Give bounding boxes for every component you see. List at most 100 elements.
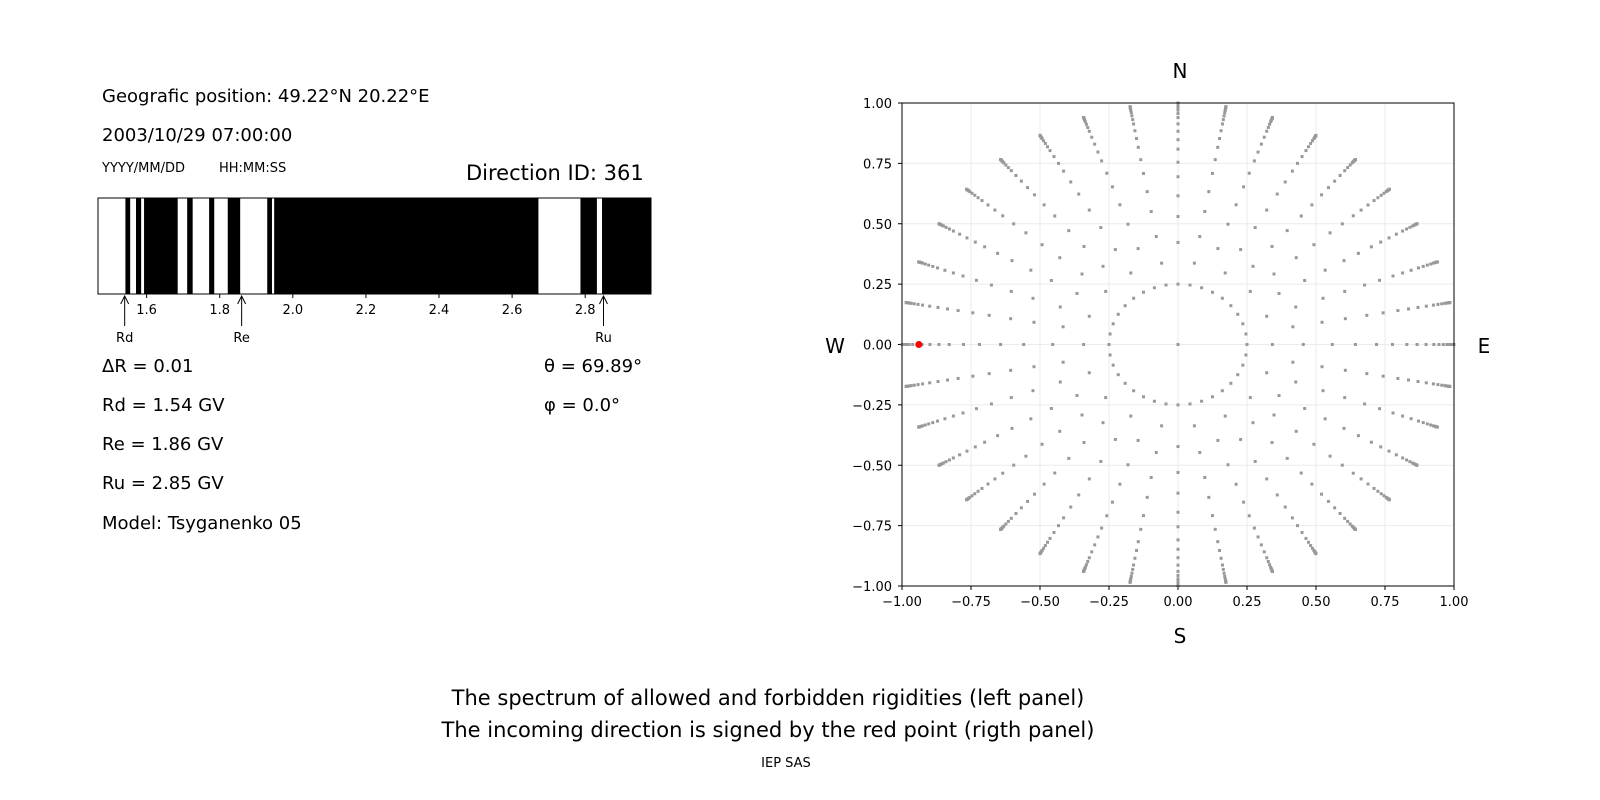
geographic-position: Geografic position: 49.22°N 20.22°E (102, 86, 430, 107)
direction-point (1252, 526, 1256, 530)
direction-point (1343, 169, 1347, 173)
direction-point (1219, 129, 1223, 133)
direction-point (1394, 453, 1398, 457)
direction-point (947, 343, 951, 346)
direction-point (1241, 322, 1245, 326)
direction-point (1431, 303, 1435, 307)
direction-point (1113, 248, 1117, 252)
direction-point (1405, 343, 1409, 346)
direction-point (1436, 302, 1440, 306)
direction-point (1108, 332, 1112, 336)
direction-point (1040, 243, 1044, 247)
direction-point (1048, 536, 1052, 540)
direction-point (1435, 425, 1439, 429)
direction-point (965, 187, 969, 191)
direction-point (1445, 343, 1449, 346)
direction-point (1223, 574, 1227, 578)
direction-point (911, 343, 915, 346)
direction-point (1431, 382, 1435, 386)
direction-point (1244, 332, 1248, 336)
direction-point (1126, 222, 1130, 226)
direction-point (927, 422, 931, 426)
direction-point (1381, 374, 1385, 378)
direction-point (1425, 263, 1429, 267)
direction-point (1067, 229, 1071, 233)
direction-point (999, 527, 1003, 531)
direction-point (931, 264, 935, 268)
x-tick-label: 1.8 (209, 303, 230, 318)
direction-point (965, 236, 969, 240)
direction-point (1277, 291, 1281, 295)
direction-point (973, 240, 977, 244)
direction-point (1134, 548, 1138, 552)
direction-point (1379, 193, 1383, 197)
direction-point (1294, 429, 1298, 433)
direction-point (1424, 381, 1428, 385)
direction-point (1012, 222, 1016, 226)
direction-point (958, 453, 962, 457)
direction-point (1376, 489, 1380, 493)
direction-point (1321, 389, 1325, 393)
direction-point (1010, 426, 1014, 430)
direction-point (1448, 343, 1452, 346)
direction-point (1213, 158, 1217, 162)
direction-point (1248, 396, 1252, 400)
forbidden-band (187, 198, 193, 294)
direction-point (1022, 343, 1026, 346)
direction-point (928, 304, 932, 308)
direction-point (1236, 312, 1240, 316)
direction-point (1026, 499, 1030, 503)
direction-point (1077, 493, 1081, 497)
direction-point (1032, 365, 1036, 369)
direction-south: S (1174, 624, 1187, 648)
direction-point (1176, 569, 1180, 573)
direction-point (1152, 399, 1156, 403)
y-tick-label: −0.50 (852, 459, 892, 474)
direction-point (1087, 314, 1091, 318)
direction-point (1256, 535, 1260, 539)
direction-point (996, 251, 1000, 255)
scatter-frame (901, 102, 1455, 587)
direction-point (1265, 314, 1269, 318)
direction-point (1328, 231, 1332, 235)
direction-point (1176, 160, 1180, 164)
direction-point (1290, 169, 1294, 173)
direction-point (1268, 563, 1272, 567)
direction-point (1369, 440, 1373, 444)
direction-point (1351, 214, 1355, 218)
direction-point (1338, 173, 1342, 177)
direction-point (1262, 550, 1266, 554)
direction-point (1266, 125, 1270, 129)
direction-point (1405, 458, 1409, 462)
direction-point (928, 343, 932, 346)
direction-point (1093, 142, 1097, 146)
direction-point (1285, 229, 1289, 233)
direction-point (1265, 371, 1269, 375)
direction-point (1056, 524, 1060, 528)
direction-point (1270, 569, 1274, 573)
direction-point (974, 278, 978, 282)
direction-point (1353, 158, 1357, 162)
direction-point (1348, 163, 1352, 167)
direction-point (1314, 552, 1318, 556)
direction-point (1394, 232, 1398, 236)
direction-point (943, 268, 947, 272)
direction-point (1323, 268, 1327, 272)
direction-point (976, 196, 980, 200)
direction-point (1099, 226, 1103, 230)
direction-point (1129, 414, 1133, 418)
forbidden-band (136, 198, 142, 294)
direction-point (1082, 116, 1086, 120)
x-tick-label: 2.6 (502, 303, 523, 318)
direction-point (1062, 169, 1066, 173)
direction-point (1326, 186, 1330, 190)
direction-point (965, 498, 969, 502)
direction-point (1372, 199, 1376, 203)
direction-point (1176, 510, 1180, 514)
direction-point (1042, 203, 1046, 207)
direction-point (1042, 482, 1046, 486)
direction-point (1340, 222, 1344, 226)
x-tick-label: 0.50 (1302, 595, 1331, 610)
direction-point (1218, 137, 1222, 141)
direction-point (921, 303, 925, 307)
